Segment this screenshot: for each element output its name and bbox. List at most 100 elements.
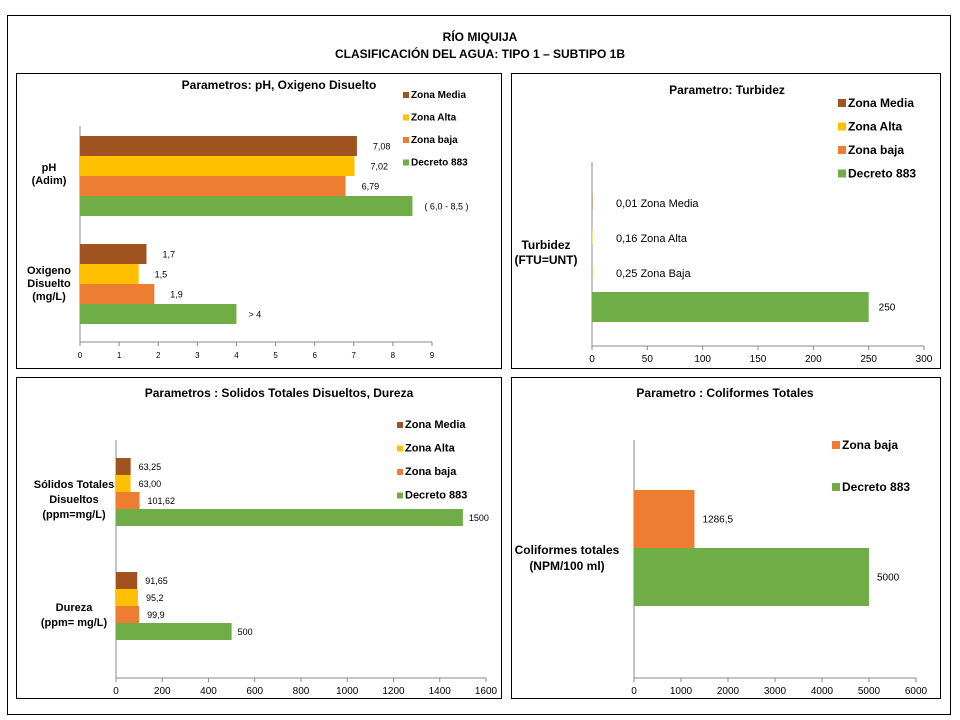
legend-label-zona-baja: Zona baja <box>848 143 904 157</box>
x-tick-label: 3 <box>195 351 200 360</box>
category-label: Coliformes totales <box>515 543 620 557</box>
bar-label-zona-media: 7,08 <box>373 142 391 152</box>
x-tick-label: 0 <box>78 351 83 360</box>
legend-swatch-zona-baja <box>403 137 409 143</box>
chart-solidos-dureza: Parametros : Solidos Totales Disueltos, … <box>16 377 502 699</box>
chart-coliformes-svg: Parametro : Coliformes Totales 0 1000 2000 3… <box>515 386 928 697</box>
category-label: Turbidez <box>521 238 570 252</box>
bar-label-zona-alta: 7,02 <box>371 162 389 172</box>
bar-zona-alta <box>116 589 139 606</box>
legend-label-zona-alta: Zona Alta <box>848 120 903 134</box>
bar-label-zona-alta: 95,2 <box>146 593 164 603</box>
x-tick-label: 0 <box>631 686 637 697</box>
chart-coliformes: Parametro : Coliformes Totales 0 1000 2000 3… <box>511 377 941 699</box>
legend-label-decreto-883: Decreto 883 <box>405 490 467 502</box>
chart-turbidez-svg: Parametro: Turbidez 0 50 100 150 200 250 300 0,0… <box>515 83 933 365</box>
x-tick-label: 1000 <box>336 686 359 697</box>
bar-zona-baja <box>80 176 346 196</box>
bar-zona-alta <box>80 156 355 176</box>
legend-label-zona-baja: Zona baja <box>405 466 457 478</box>
legend-swatch-zona-media <box>403 92 409 98</box>
x-tick-label: 0 <box>589 354 595 365</box>
figure-title: RÍO MIQUIJA <box>442 30 518 44</box>
legend-swatch-decreto-883 <box>832 483 840 491</box>
category-label: pH <box>42 162 57 174</box>
category-label: (ppm=mg/L) <box>42 509 106 521</box>
legend-swatch-zona-baja <box>838 146 846 154</box>
bar-zona-baja <box>116 606 140 623</box>
bar-zona-media <box>80 136 357 156</box>
chart-ph-oxigeno-svg: Parametros: pH, Oxigeno Disuelto 0 1 2 3 4 5 6 7… <box>27 78 468 360</box>
x-tick-label: 1400 <box>429 686 452 697</box>
x-tick-label: 7 <box>352 351 357 360</box>
chart-ph-oxigeno: Parametros: pH, Oxigeno Disuelto 0 1 2 3 4 5 6 7… <box>16 73 502 369</box>
bar-label-zona-baja: 1,9 <box>170 290 183 300</box>
bar-decreto-883 <box>592 292 869 322</box>
category-label: (mg/L) <box>32 291 66 303</box>
x-tick-label: 1200 <box>382 686 405 697</box>
legend-label-zona-media: Zona Media <box>405 419 466 431</box>
x-tick-label: 250 <box>860 354 877 365</box>
x-tick-label: 0 <box>113 686 119 697</box>
x-tick-label: 6000 <box>905 686 928 697</box>
x-tick-label: 100 <box>694 354 711 365</box>
chart-solidos-dureza-svg: Parametros : Solidos Totales Disueltos, … <box>34 386 498 697</box>
legend-label-zona-baja: Zona baja <box>842 438 898 452</box>
legend-label-decreto-883: Decreto 883 <box>848 167 916 181</box>
bar-label-zona-baja: 0,25 Zona Baja <box>616 268 691 280</box>
legend-label-decreto-883: Decreto 883 <box>842 480 910 494</box>
bar-zona-baja <box>116 492 140 509</box>
bar-label-zona-alta: 0,16 Zona Alta <box>616 233 688 245</box>
bar-zona-baja <box>80 284 155 304</box>
chart-turbidez: Parametro: Turbidez 0 50 100 150 200 250 300 0,0… <box>511 73 941 369</box>
category-label: Oxigeno <box>27 265 71 277</box>
legend-label-zona-media: Zona Media <box>848 96 914 110</box>
bar-zona-media <box>116 458 131 475</box>
x-tick-label: 300 <box>916 354 933 365</box>
bar-zona-baja <box>592 265 593 279</box>
bar-zona-baja <box>634 490 695 548</box>
x-tick-label: 5 <box>273 351 278 360</box>
bar-label-zona-alta: 1,5 <box>155 270 168 280</box>
legend-label-decreto-883: Decreto 883 <box>411 158 468 169</box>
bar-label-zona-baja: 101,62 <box>147 496 175 506</box>
x-tick-label: 2 <box>156 351 161 360</box>
legend-swatch-zona-alta <box>397 445 403 452</box>
bar-label-zona-media: 1,7 <box>162 250 175 260</box>
x-tick-label: 200 <box>154 686 171 697</box>
x-tick-label: 1000 <box>670 686 693 697</box>
category-label: Disuelto <box>27 278 71 290</box>
bar-decreto-883 <box>80 304 237 324</box>
chart-title: Parametros : Solidos Totales Disueltos, … <box>145 386 414 400</box>
category-label: (FTU=UNT) <box>515 253 578 267</box>
x-tick-label: 8 <box>391 351 396 360</box>
x-tick-label: 6 <box>312 351 317 360</box>
bar-zona-alta <box>80 264 139 284</box>
legend-swatch-decreto-883 <box>397 492 403 499</box>
x-tick-label: 50 <box>642 354 654 365</box>
bar-zona-media <box>116 572 138 589</box>
bar-label-decreto-883: 250 <box>879 303 896 314</box>
legend-label-zona-alta: Zona Alta <box>411 113 457 124</box>
bar-decreto-883 <box>634 548 869 606</box>
category-label: (ppm= mg/L) <box>41 617 108 629</box>
bar-label-decreto-883: ( 6,0 - 8,5 ) <box>424 202 468 212</box>
x-tick-label: 400 <box>200 686 217 697</box>
bar-label-decreto-883: 1500 <box>469 513 489 523</box>
legend-label-zona-alta: Zona Alta <box>405 443 456 455</box>
x-tick-label: 600 <box>246 686 263 697</box>
bar-decreto-883 <box>116 623 232 640</box>
legend-swatch-zona-baja <box>832 441 840 449</box>
chart-title: Parametro : Coliformes Totales <box>636 386 813 400</box>
x-tick-label: 4000 <box>811 686 834 697</box>
bar-label-zona-baja: 6,79 <box>362 182 380 192</box>
legend-swatch-decreto-883 <box>838 169 846 178</box>
bar-label-decreto-883: 5000 <box>877 573 900 584</box>
bar-label-zona-baja: 99,9 <box>147 610 165 620</box>
bar-label-zona-alta: 63,00 <box>139 479 162 489</box>
x-tick-label: 9 <box>430 351 435 360</box>
bar-label-zona-media: 63,25 <box>139 462 162 472</box>
figure-subtitle: CLASIFICACIÓN DEL AGUA: TIPO 1 – SUBTIPO… <box>334 47 626 61</box>
bar-label-zona-media: 91,65 <box>145 576 168 586</box>
bar-label-decreto-883: > 4 <box>248 310 261 320</box>
